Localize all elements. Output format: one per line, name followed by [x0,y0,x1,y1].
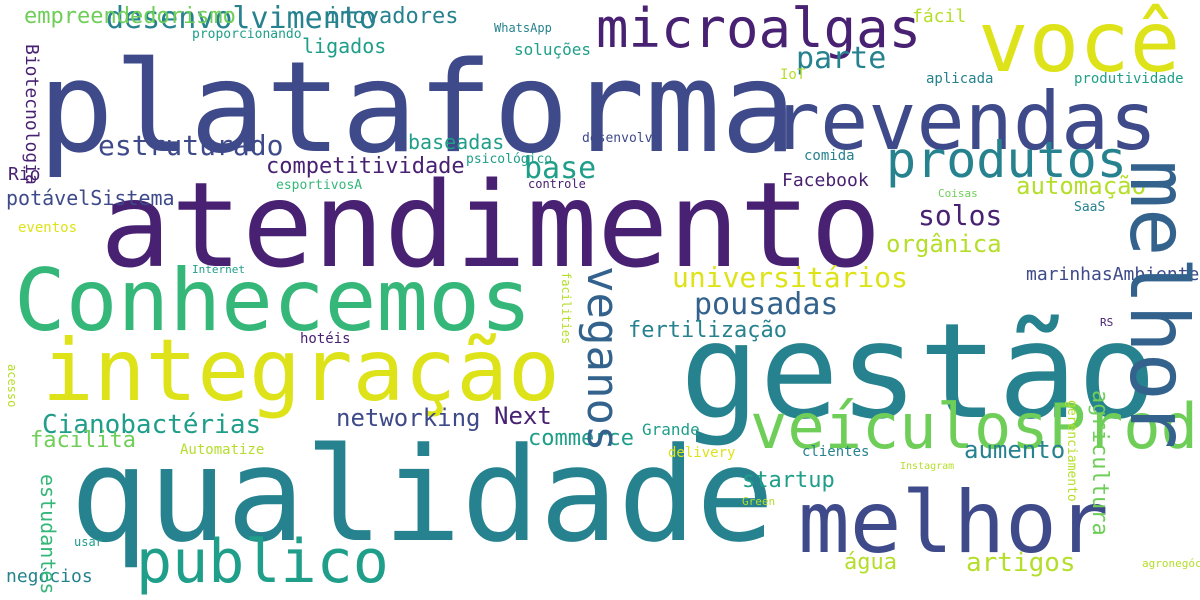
word-iot: fácil [912,6,967,27]
word-qualidade: qualidade [70,419,775,571]
word-moderno: agronegócio [1142,557,1200,570]
word-acesso: aumento [964,436,1066,464]
word-rs: fertilização [628,318,787,343]
word-proporcionando: soluções [514,40,592,59]
word-revendas: revendas [772,75,1158,168]
word-negocios: artigos [966,548,1076,578]
word-produtos: veículosProdutora [750,390,1200,463]
word-solos: SaaS [1074,200,1106,215]
word-hoteis: RS [1100,316,1114,329]
word-competitividade: desenvolve [582,131,661,146]
word-cianobacterias: hotéis [300,331,351,347]
word-fertilizacao: facilities [559,272,573,345]
word-networking: Cianobactérias [42,410,262,440]
word-esportivosa: Rio [8,164,41,185]
word-empreendedorismo: inovadores [326,4,459,29]
word-melhor: melhor [1112,160,1200,449]
word-parte: empreendedorismo [24,4,236,29]
word-produtividade: aplicada [926,71,994,87]
word-facebook: comida [804,148,855,164]
word-grande: commerce [528,426,634,451]
word-coisas: potávelSistema [6,186,175,210]
word-baseadas: Biotecnologia [21,44,42,185]
word-instagram: clientes [802,444,870,460]
word-green: estudantes [36,474,60,595]
word-agricultura: gerenciamento [1064,400,1079,502]
word-facilita: Next [494,402,552,430]
word-veiculos-produtora: publico [136,527,389,597]
word-gestao: gestão [680,295,1157,449]
word-inovadores: desenvolvimento [106,1,377,36]
word-integracao: integração [42,321,560,421]
word-internet: marinhasAmbiente [1026,264,1200,285]
word-eventos: solos [918,199,1003,232]
word-whatsapp: proporcionando [192,27,302,42]
word-ligados: parte [796,41,887,76]
word-pousadas: Internet [192,263,245,276]
word-rio: automação [1016,172,1147,200]
word-veganos: produtos [886,131,1127,189]
word-artigos: água [844,550,897,575]
word-base: veganos [577,266,628,452]
word-clientes: delivery [668,445,736,461]
word-universitarios: orgânica [886,230,1002,258]
word-aumento: Grande [642,420,700,439]
word-delivery: Automatize [180,442,265,458]
word-next: networking [336,404,481,432]
word-facilities: pousadas [694,287,839,322]
word-publico: melhor [798,473,1109,573]
word-conhecemos: Conhecemos [14,251,532,351]
word-automacao: Facebook [782,170,869,191]
word-marinhas-ambiente: universitários [672,261,909,294]
word-biotecnologia: produtividade [1074,71,1184,87]
word-estruturado: base [524,151,597,186]
word-plataforma: plataforma [38,34,797,181]
word-desenvolvimento: estruturado [98,129,284,162]
word-automatize: acesso [5,364,19,408]
word-agua: usar [74,535,103,549]
word-solucoes: ligados [302,34,387,58]
word-organica: eventos [18,220,78,236]
word-aplicada: IoT [780,67,806,83]
word-psicologico: competitividade [266,154,465,179]
word-facil: WhatsApp [494,21,552,35]
word-saas: Coisas [938,187,978,200]
word-desenvolve: baseadas [408,130,505,154]
word-atendimento: atendimento [100,156,882,294]
word-gerenciamento: Instagram [900,461,955,472]
word-agronegocio: negócios [6,566,93,587]
word-commerce: facilita [30,428,136,453]
word-voce: você [978,0,1181,91]
word-potavel-sistema: controle [528,177,586,191]
word-comida: psicológico [466,152,553,167]
word-estudantes: startup [742,468,835,493]
word-microalgas: microalgas [596,0,922,60]
word-usar: Green [742,495,776,508]
word-controle: esportivosA [276,178,363,193]
word-startup: agricultura [1087,390,1112,536]
